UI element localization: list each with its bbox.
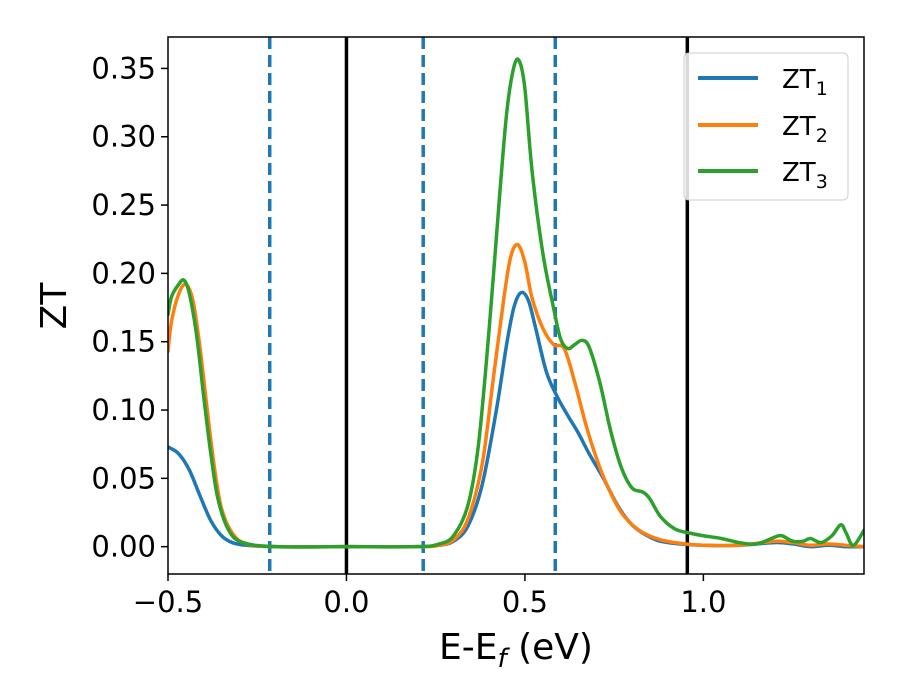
y-tick-label: 0.00 bbox=[91, 530, 156, 564]
y-tick-label: 0.35 bbox=[91, 51, 156, 85]
series-line-zt3 bbox=[168, 57, 864, 549]
x-axis-label: E-Ef (eV) bbox=[439, 627, 593, 674]
y-tick-label: 0.10 bbox=[91, 393, 156, 427]
legend-label: ZT3 bbox=[782, 158, 828, 193]
y-tick-label: 0.05 bbox=[91, 461, 156, 495]
x-tick-label: 0.5 bbox=[502, 585, 548, 619]
x-tick-label: 1.0 bbox=[680, 585, 726, 619]
x-axis: −0.5 0.0 0.5 1.0 bbox=[133, 574, 726, 619]
series-lines bbox=[168, 57, 864, 549]
y-tick-label: 0.15 bbox=[91, 325, 156, 359]
legend-entry: ZT2 bbox=[698, 112, 828, 147]
x-tick-label: 0.0 bbox=[323, 585, 369, 619]
legend-label: ZT2 bbox=[782, 112, 828, 147]
y-axis-label: ZT bbox=[34, 282, 75, 330]
y-tick-label: 0.25 bbox=[91, 188, 156, 222]
y-tick-label: 0.30 bbox=[91, 120, 156, 154]
legend-frame bbox=[683, 52, 849, 201]
legend-entry: ZT1 bbox=[698, 65, 828, 100]
plot-frame bbox=[167, 36, 865, 575]
legend-label: ZT1 bbox=[782, 65, 828, 100]
y-tick-label: 0.20 bbox=[91, 256, 156, 290]
y-axis: 0.00 0.05 0.10 0.15 0.20 0.25 0.30 0.35 bbox=[91, 51, 168, 564]
legend-entry: ZT3 bbox=[698, 158, 828, 193]
x-tick-label: −0.5 bbox=[133, 585, 203, 619]
legend: ZT1 ZT2 ZT3 bbox=[683, 52, 849, 201]
